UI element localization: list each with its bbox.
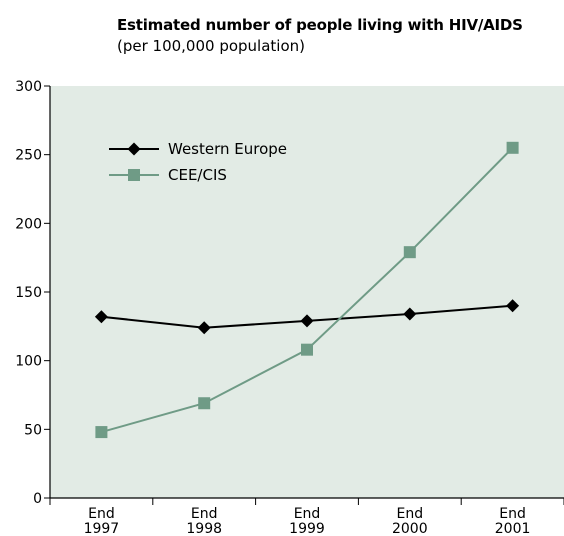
x-tick-label-line: End — [294, 506, 321, 522]
x-tick-label-line: 1997 — [84, 521, 120, 536]
legend-label: Western Europe — [168, 140, 287, 158]
x-tick-label: End 1999 — [289, 506, 325, 536]
x-tick-label-line: End — [191, 506, 218, 522]
y-tick-label: 50 — [24, 422, 42, 438]
x-tick-label-line: End — [396, 506, 423, 522]
series-markers — [94, 141, 520, 439]
chart-subtitle: (per 100,000 population) — [117, 37, 306, 55]
x-tick-label-line: 2000 — [392, 521, 428, 536]
legend-marker-diamond — [127, 142, 141, 156]
chart-title: Estimated number of people living with H… — [117, 16, 523, 34]
data-point-diamond — [197, 321, 211, 335]
x-tick-label: End 2001 — [495, 506, 531, 536]
y-tick-label: 0 — [33, 491, 42, 507]
data-point-diamond — [300, 314, 314, 328]
x-tick-label: End 1998 — [186, 506, 222, 536]
data-point-square — [198, 397, 211, 410]
x-tick-label: End 1997 — [84, 506, 120, 536]
x-tick-label-line: End — [88, 506, 115, 522]
legend-marker-square — [128, 169, 140, 181]
data-point-square — [506, 141, 519, 154]
x-tick-label: End 2000 — [392, 506, 428, 536]
data-point-square — [301, 343, 313, 356]
legend-label: CEE/CIS — [168, 166, 227, 184]
data-point-diamond — [94, 310, 108, 324]
plot-area — [50, 86, 564, 498]
y-tick-label: 250 — [15, 148, 42, 164]
y-tick-label: 150 — [15, 285, 42, 301]
y-tick-label: 200 — [15, 216, 42, 232]
x-tick-label-line: 1998 — [186, 521, 222, 536]
data-point-square — [95, 426, 108, 439]
x-tick-label-line: 2001 — [495, 521, 531, 536]
y-tick-label: 100 — [15, 354, 42, 370]
legend: Western Europe CEE/CIS — [109, 140, 287, 184]
data-point-diamond — [403, 307, 417, 321]
x-tick-label-line: End — [499, 506, 526, 522]
data-point-diamond — [506, 299, 520, 313]
y-tick-label: 300 — [15, 79, 42, 95]
x-tick-label-line: 1999 — [289, 521, 325, 536]
data-point-square — [403, 246, 416, 259]
